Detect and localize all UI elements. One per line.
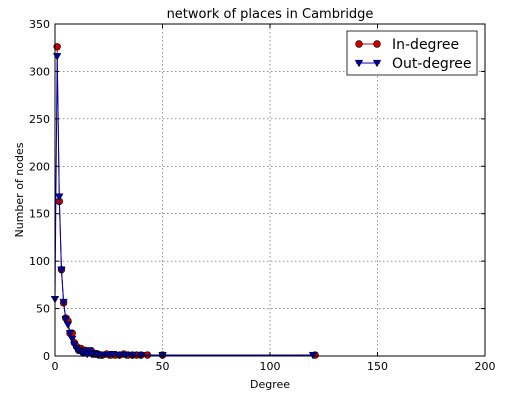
- y-tick-label: 50: [36, 303, 50, 316]
- legend-label: In-degree: [392, 37, 459, 53]
- x-tick-label: 100: [260, 360, 281, 373]
- x-tick-label: 150: [367, 360, 388, 373]
- y-tick-label: 200: [29, 160, 50, 173]
- data-point: [61, 315, 70, 324]
- legend-marker: [354, 59, 364, 68]
- y-tick-label: 100: [29, 255, 50, 268]
- legend-marker: [373, 40, 381, 48]
- y-tick-label: 150: [29, 208, 50, 221]
- y-axis-label: Number of nodes: [13, 142, 26, 237]
- series-layer: [50, 43, 319, 360]
- series-1: [50, 53, 318, 360]
- legend-entry: In-degree: [355, 37, 459, 53]
- y-tick-label: 300: [29, 65, 50, 78]
- data-point: [55, 193, 64, 201]
- legend-label: Out-degree: [392, 56, 472, 72]
- legend-box: [346, 30, 478, 76]
- y-tick-label: 250: [29, 113, 50, 126]
- data-point: [63, 321, 73, 330]
- data-point: [70, 341, 79, 349]
- legend-marker: [355, 40, 363, 48]
- x-tick-label: 200: [475, 360, 496, 373]
- data-point: [57, 266, 66, 274]
- data-point: [108, 351, 118, 359]
- y-tick-label: 0: [43, 350, 50, 363]
- legend: In-degree Out-degree: [346, 30, 478, 76]
- x-tick-label: 0: [52, 360, 59, 373]
- grid: [55, 24, 485, 356]
- chart-title: network of places in Cambridge: [167, 7, 374, 22]
- data-point: [65, 330, 75, 338]
- legend-marker: [372, 59, 382, 68]
- y-tick-label: 350: [29, 18, 50, 31]
- x-tick-label: 50: [156, 360, 170, 373]
- x-axis-label: Degree: [250, 378, 290, 391]
- data-point: [67, 335, 77, 344]
- data-point: [59, 298, 68, 307]
- ticks: 0 50 100 150 200 0 50 100 150 200 250 300 350: [29, 18, 496, 373]
- legend-entry: Out-degree: [354, 56, 472, 72]
